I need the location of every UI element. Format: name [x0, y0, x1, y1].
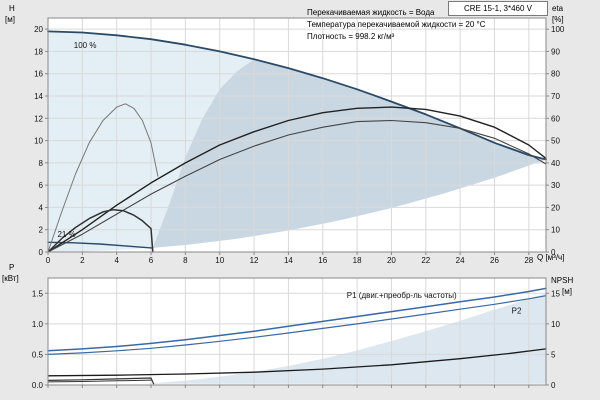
y-axis-label-eta: eta [552, 4, 564, 13]
y-tick-label-left: 16 [34, 70, 43, 79]
x-tick-label: 26 [490, 256, 499, 265]
power-chart-p2-curve-21pct [47, 379, 152, 383]
power-chart-p1-curve [47, 287, 547, 352]
x-tick-label: 20 [387, 256, 396, 265]
y-tick-label-left: 0.0 [32, 381, 44, 390]
y-axis-unit-h: [м] [5, 15, 15, 24]
power-chart: 0.0 0.5 1.0 1.5 0 5 10 15 P1 (двиг.+преобр-ль ча… [32, 277, 560, 390]
y-axis-label-p: P [9, 263, 15, 272]
y-tick-label-right: 70 [551, 92, 560, 101]
y-tick-label-left: 20 [34, 25, 43, 34]
y-tick-label-right: 10 [551, 226, 560, 235]
y-tick-label-right: 40 [551, 159, 560, 168]
label-100pct: 100 % [74, 41, 97, 50]
pump-model-header: CRE 15-1, 3*460 V [448, 1, 548, 16]
y-tick-label-left: 1.5 [32, 289, 44, 298]
y-axis-unit-eta: [%] [552, 15, 564, 24]
y-tick-label-left: 0 [39, 248, 44, 257]
info-line-temperature: Температура перекачиваемой жидкости = 20… [307, 20, 486, 29]
y-axis-unit-p: [кВт] [2, 274, 19, 283]
power-chart-p2-curve [47, 295, 547, 355]
y-tick-label-left: 8 [39, 159, 44, 168]
label-p2: P2 [512, 306, 522, 315]
hq-chart-eta-pump-100pct [47, 106, 547, 253]
fluid-info-block: Перекачиваемая жидкость = Вода Температу… [307, 7, 486, 43]
x-tick-label: 28 [524, 256, 533, 265]
power-envelope [144, 293, 546, 384]
hq-chart-h-curve-100pct [47, 30, 547, 161]
hq-chart-eta-pump-21pct [47, 103, 159, 253]
y-tick-label-right: 30 [551, 181, 560, 190]
y-tick-label-left: 6 [39, 181, 44, 190]
x-axis-label-q: Q [м³/ч] [537, 253, 565, 262]
x-tick-label: 12 [250, 256, 259, 265]
x-tick-label: 24 [456, 256, 465, 265]
x-tick-label: 4 [114, 256, 119, 265]
x-tick-label: 16 [318, 256, 327, 265]
power-chart-npsh-curve [47, 348, 547, 377]
x-tick-label: 2 [80, 256, 85, 265]
y-tick-label-right: 0 [551, 381, 556, 390]
y-axis-label-h: H [9, 4, 15, 13]
hq-chart-frame [47, 17, 547, 253]
y-tick-label-right: 80 [551, 70, 560, 79]
y-tick-label-left: 12 [34, 114, 43, 123]
info-line-density: Плотность = 998.2 кг/м³ [307, 32, 395, 41]
y-tick-label-right: 100 [551, 25, 565, 34]
y-tick-label-right: 0 [551, 248, 556, 257]
y-tick-label-left: 14 [34, 92, 43, 101]
y-axis-label-npsh: NPSH [551, 276, 574, 285]
y-tick-label-right: 50 [551, 137, 560, 146]
y-tick-label-left: 18 [34, 47, 43, 56]
hq-chart: 0 2 4 6 8 10 12 14 16 18 20 22 24 26 28024681012141618… [34, 17, 565, 265]
y-tick-label-right: 60 [551, 114, 560, 123]
y-tick-label-right: 20 [551, 203, 560, 212]
x-tick-label: 8 [183, 256, 188, 265]
x-tick-label: 18 [353, 256, 362, 265]
x-tick-label: 10 [215, 256, 224, 265]
y-tick-label-right: 10 [551, 320, 560, 329]
hq-chart-eta-total-100pct [47, 119, 547, 253]
y-tick-label-left: 4 [39, 203, 44, 212]
label-p1: P1 (двиг.+преобр-ль частоты) [347, 291, 457, 300]
info-line-fluid: Перекачиваемая жидкость = Вода [307, 8, 435, 17]
x-tick-label: 14 [284, 256, 293, 265]
hq-chart-eta-total-21pct [47, 208, 154, 253]
x-tick-label: 0 [46, 256, 51, 265]
y-tick-label-left: 0.5 [32, 350, 44, 359]
power-chart-frame [47, 277, 547, 386]
label-21pct: 21 % [57, 230, 75, 239]
y-axis-unit-npsh: [м] [562, 287, 572, 296]
speed-envelope-dark [152, 59, 547, 248]
y-tick-label-left: 1.0 [32, 320, 44, 329]
y-tick-label-right: 90 [551, 47, 560, 56]
y-tick-label-right: 5 [551, 350, 556, 359]
power-chart-p1-curve-21pct [47, 377, 155, 385]
x-tick-label: 22 [421, 256, 430, 265]
y-tick-label-left: 2 [39, 226, 44, 235]
y-tick-label-left: 10 [34, 137, 43, 146]
y-tick-label-right: 15 [551, 289, 560, 298]
x-tick-label: 6 [149, 256, 154, 265]
